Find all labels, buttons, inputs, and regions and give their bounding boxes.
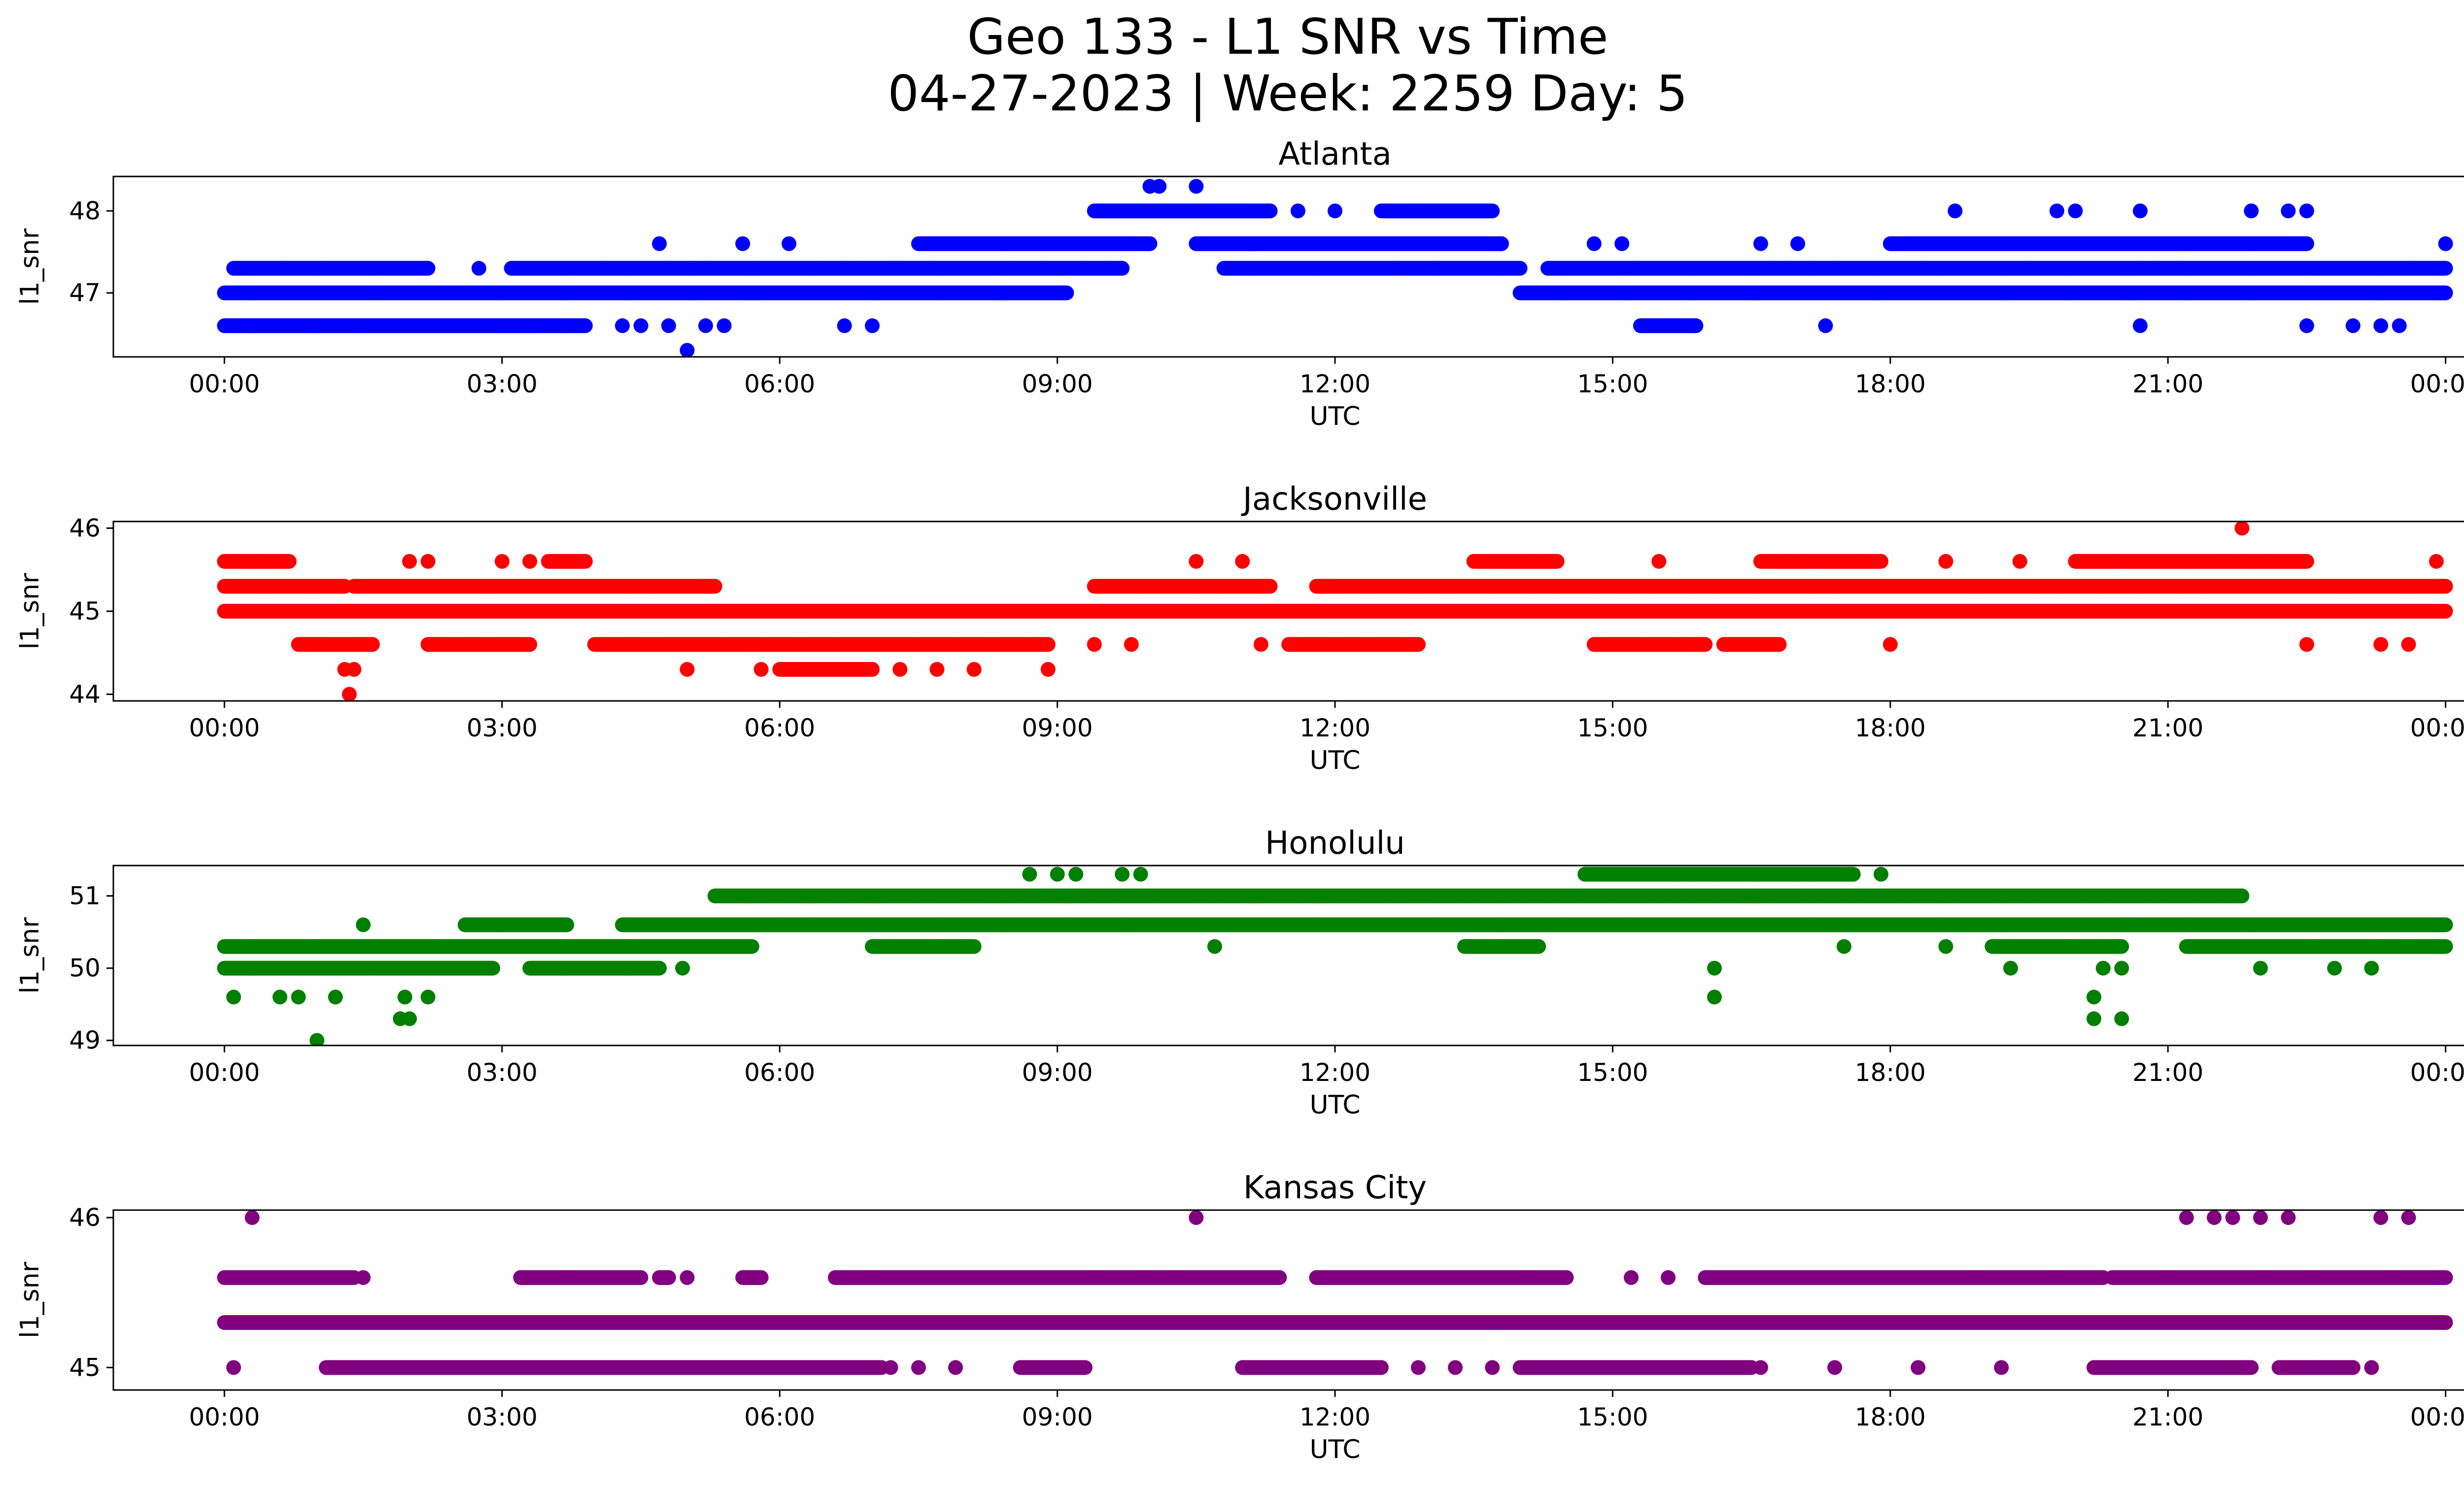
atlanta-title: Atlanta — [1278, 136, 1392, 173]
data-point — [1512, 261, 1528, 276]
data-point — [2438, 261, 2453, 276]
figure-subtitle: 04-27-2023 | Week: 2259 Day: 5 — [0, 67, 2464, 121]
data-point — [1115, 261, 1130, 276]
data-point — [420, 261, 436, 276]
data-point — [578, 318, 593, 333]
data-point — [1688, 318, 1704, 333]
data-point — [2438, 285, 2453, 301]
figure-title: Geo 133 - L1 SNR vs Time — [0, 10, 2464, 64]
atlanta-points — [217, 179, 2453, 357]
data-point — [1059, 285, 1074, 301]
data-point — [1142, 236, 1158, 251]
